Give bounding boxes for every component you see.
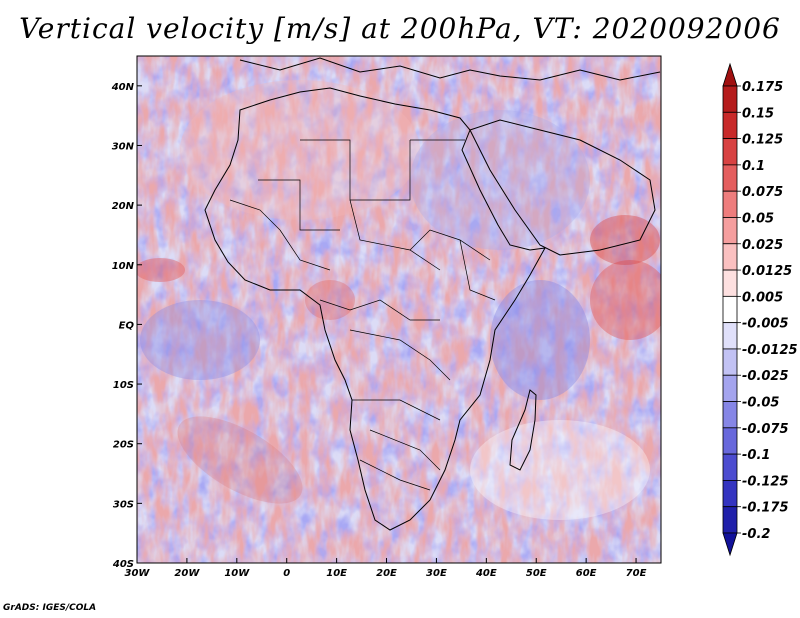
colorbar-label: -0.125 xyxy=(742,474,789,489)
colorbar-swatch xyxy=(722,374,738,402)
colorbar-swatch xyxy=(722,138,738,166)
colorbar-swatch xyxy=(722,111,738,139)
europe-coastline xyxy=(239,57,661,81)
lon-tick-label: 40E xyxy=(475,568,497,579)
lon-tick-label: 10E xyxy=(326,568,347,579)
lon-tick-label: 50E xyxy=(526,568,547,579)
coastlines xyxy=(204,57,661,531)
madagascar-coastline xyxy=(509,389,537,471)
colorbar-swatch xyxy=(722,190,738,218)
colorbar-swatch xyxy=(722,453,738,481)
colorbar-swatch xyxy=(722,85,738,113)
lon-tick-label: 30E xyxy=(426,568,447,579)
colorbar-label: -0.05 xyxy=(742,396,779,411)
colorbar-swatch xyxy=(722,217,738,245)
colorbar-swatch xyxy=(722,401,738,429)
colorbar-label: 0.025 xyxy=(742,238,783,253)
lon-tick-label: 60E xyxy=(576,568,597,579)
colorbar-swatch xyxy=(722,480,738,508)
africa-coastline xyxy=(204,87,546,531)
colorbar-label: 0.15 xyxy=(742,106,774,121)
colorbar-swatch xyxy=(722,295,738,324)
country-borders xyxy=(229,139,496,491)
colorbar-label: -0.005 xyxy=(742,317,789,332)
lat-tick-label: EQ xyxy=(119,320,135,331)
plot-frame xyxy=(136,55,662,564)
colorbar-label: 0.05 xyxy=(742,211,774,226)
colorbar-label: 0.0125 xyxy=(742,264,792,279)
colorbar-label: 0.175 xyxy=(742,80,783,95)
colorbar-swatch xyxy=(722,427,738,455)
lon-tick-label: 10W xyxy=(224,568,250,579)
lat-tick-label: 20N xyxy=(112,201,135,212)
colorbar-label: 0.1 xyxy=(742,159,765,174)
colorbar-swatch xyxy=(722,348,738,376)
arabia-coastline xyxy=(469,119,656,256)
colorbar-swatch xyxy=(722,322,738,350)
colorbar-max-arrow xyxy=(722,62,738,87)
lon-tick-label: 0 xyxy=(283,568,290,579)
colorbar-swatch xyxy=(722,269,738,297)
colorbar-swatch xyxy=(722,506,738,534)
lon-tick-label: 70E xyxy=(626,568,647,579)
lon-tick-label: 20E xyxy=(376,568,397,579)
lat-tick-label: 40S xyxy=(112,559,134,570)
colorbar-label: -0.1 xyxy=(742,448,770,463)
map-title: Vertical velocity [m/s] at 200hPa, VT: 2… xyxy=(19,12,781,45)
colorbar-label: -0.075 xyxy=(742,422,789,437)
lat-tick-label: 10S xyxy=(113,380,134,391)
colorbar-label: -0.2 xyxy=(742,527,770,542)
colorbar-min-arrow xyxy=(722,532,738,557)
colorbar-swatch xyxy=(722,164,738,192)
lon-tick-label: 30W xyxy=(125,568,151,579)
colorbar-label: -0.025 xyxy=(742,369,789,384)
lat-tick-label: 30S xyxy=(113,499,134,510)
lon-tick-label: 20W xyxy=(174,568,200,579)
lat-tick-label: 20S xyxy=(113,440,134,451)
colorbar-label: -0.175 xyxy=(742,501,789,516)
lat-tick-label: 10N xyxy=(112,261,135,272)
colorbar-label: 0.075 xyxy=(742,185,783,200)
colorbar-label: 0.125 xyxy=(742,133,783,148)
lat-tick-label: 40N xyxy=(111,82,135,93)
colorbar-swatch xyxy=(722,243,738,271)
colorbar: 0.175 0.15 0.125 0.1 0.075 0.05 0.025 0.0125 0.0… xyxy=(722,62,798,557)
colorbar-label: 0.005 xyxy=(742,290,783,305)
grads-credit: GrADS: IGES/COLA xyxy=(3,603,97,613)
axis-ticks: 30W 20W 10W 0 10E 20E 30E 40E 50E 60E 70E 40N 30N 20N… xyxy=(111,82,647,579)
colorbar-label: -0.0125 xyxy=(742,343,798,358)
field-shading xyxy=(137,56,661,563)
lat-tick-label: 30N xyxy=(112,141,135,152)
